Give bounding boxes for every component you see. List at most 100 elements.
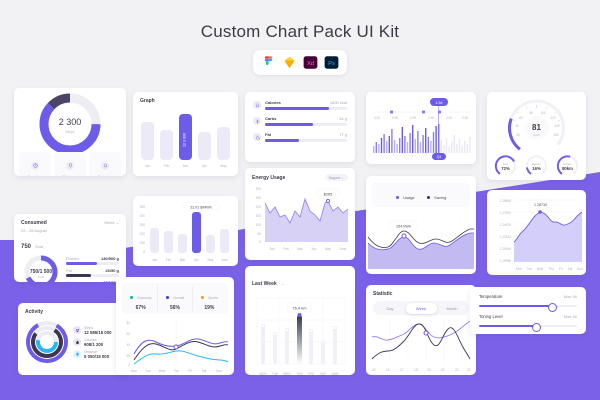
intake-carbs-value: 54 g — [339, 116, 347, 121]
slider-toning-label: Toning Level — [479, 314, 503, 319]
fx-y-5: 1.29868 — [499, 199, 511, 203]
waveform-handle-bottom-label: Q1 — [437, 155, 442, 159]
gauge-range: Range 80km — [556, 155, 579, 177]
nutrient-protein-label: Protein — [66, 255, 79, 261]
chevron-down-icon[interactable]: ⌄ — [281, 281, 285, 286]
lw-x-tue: Tue — [145, 369, 151, 373]
lw-x-fri: Fri — [188, 369, 192, 373]
intake-fat-value: 77 g — [339, 132, 347, 137]
fx-x-wed: Wed — [537, 267, 544, 271]
lw-y-20: 20 — [126, 354, 130, 358]
gauge-range-value: 80km — [562, 166, 573, 171]
consumed-period-select[interactable]: Week ⌄ — [104, 220, 119, 225]
legend-normal-value: 56% — [169, 305, 180, 311]
sp-tick-100: 100 — [540, 111, 546, 115]
bar-y-100: 100 — [140, 241, 146, 245]
nutrient-protein-bar — [66, 261, 119, 265]
stat-calories-label: Calories — [89, 174, 121, 176]
st-x-19: 19 — [427, 368, 431, 372]
activity-legend-distance: Distance 5 050/15 000 — [73, 350, 122, 359]
statistic-chart: 15 16 17 18 19 20 21 22 — [371, 319, 471, 372]
card-sliders: Temperature Max 90 Toning Level Max 40 — [470, 287, 586, 334]
steps-donut-chart: 2 300 Steps — [39, 93, 101, 152]
fx-x-sun: Sun — [577, 267, 583, 271]
sp-tick-60: 60 — [519, 116, 523, 120]
usage-legend-label: Usage — [403, 195, 415, 200]
sp-tick-20: 20 — [516, 133, 520, 137]
segment-week[interactable]: Week — [405, 302, 437, 314]
st-x-21: 21 — [455, 368, 459, 372]
lw-y-60: 60 — [126, 332, 130, 336]
fx-y-0: 1.19988 — [499, 259, 511, 263]
eu-y-150: 150 — [256, 214, 262, 218]
card-activity: Activity Steps 12 586/15 000 — [18, 303, 128, 375]
lwk-x-thu: THU — [296, 372, 303, 375]
slider-temperature-handle[interactable] — [547, 302, 557, 312]
slider-temperature[interactable] — [479, 302, 577, 312]
slider-temperature-max: Max 90 — [563, 294, 577, 299]
intake-calories-label: Calories — [265, 100, 281, 105]
fx-y-3: 1.24676 — [499, 223, 511, 227]
eu-y-0: 0 — [259, 240, 261, 244]
lw-y-80: 80 — [126, 321, 130, 325]
lw-x-mon: Mon — [131, 369, 137, 373]
slider-toning-max: Max 40 — [563, 314, 577, 319]
activity-distance-label: Distance — [84, 349, 98, 354]
slider-toning[interactable] — [479, 322, 577, 332]
consumed-kcal-unit: Kcal — [35, 244, 44, 249]
drop-icon — [253, 133, 261, 141]
lwk-x-mon: MON — [259, 372, 267, 375]
eu-x-mar: Mar — [297, 247, 303, 251]
segment-month[interactable]: Month — [446, 305, 458, 311]
eu-y-300: 300 — [256, 187, 262, 191]
graph-x-jan: Jan — [145, 164, 150, 168]
forex-chart: 1.29868 1.27890 1.24676 1.22324 1.20945 … — [499, 199, 583, 271]
eu-x-jan: Jan — [269, 247, 274, 251]
nutrient-carbs-label: Carbs — [66, 279, 77, 283]
waveform-chart: 0:00 0:30 1:00 1:30 2:00 2:30 — [372, 98, 471, 160]
wf-t-030: 0:30 — [392, 116, 398, 120]
page-title: Custom Chart Pack UI Kit — [200, 22, 400, 41]
flame-icon — [253, 101, 261, 109]
st-x-18: 18 — [414, 368, 418, 372]
waveform-handle-top-label: 1:34 — [436, 101, 443, 105]
bar-x-may: May — [207, 258, 213, 262]
nutrient-carbs-value: 86/130 g — [103, 279, 119, 283]
activity-steps-label: Steps — [84, 325, 93, 330]
calories-icon — [73, 338, 81, 346]
segment-day[interactable]: Day — [386, 305, 394, 311]
intake-fat-bar — [265, 139, 347, 142]
activity-calories-value: 908/1 200 — [84, 341, 104, 347]
consumed-date-range: 22 - 28 August — [21, 228, 47, 233]
steps-icon — [73, 326, 81, 334]
gauge-fuel-label: Fuel — [503, 162, 509, 166]
energy-period-label: August — [328, 175, 340, 180]
activity-rings-chart — [26, 321, 68, 363]
lw-y-40: 40 — [126, 343, 130, 347]
forex-tooltip: 1.28730 — [534, 203, 547, 207]
eu-y-50: 50 — [257, 232, 261, 236]
fx-y-1: 1.20945 — [499, 247, 511, 251]
lwk-x-wed: WED — [283, 372, 291, 375]
sp-tick-120: 120 — [550, 116, 556, 120]
energy-period-select[interactable]: August ⌄ — [324, 174, 348, 181]
fx-x-tue: Tue — [526, 267, 532, 271]
st-x-16: 16 — [386, 368, 390, 372]
figma-icon — [264, 56, 273, 65]
consumed-kcal-value: 750 — [21, 244, 32, 250]
nutrient-carbs: Carbs 86/130 g — [66, 280, 119, 283]
graph-tooltip: 12 3 000 — [183, 133, 187, 147]
lwk-x-fri: FRI — [308, 372, 313, 375]
slider-toning-handle[interactable] — [531, 322, 541, 332]
slider-toning-row: Toning Level Max 40 — [479, 314, 577, 319]
sp-tick-140: 140 — [554, 124, 560, 128]
lw-x-sun: Sun — [216, 369, 222, 373]
graph-x-apr: Apr — [202, 164, 208, 168]
card-bar-tooltip: 500 400 300 200 100 0 31.01 $/MWh Jan Fe… — [133, 196, 238, 266]
bar-x-feb: Feb — [166, 258, 172, 262]
svg-text:Xd: Xd — [307, 61, 314, 67]
wf-t-000: 0:00 — [374, 116, 380, 120]
bar-x-mar: Mar — [180, 258, 186, 262]
card-waveform: 0:00 0:30 1:00 1:30 2:00 2:30 — [366, 92, 476, 164]
fx-x-sat: Sat — [568, 267, 573, 271]
